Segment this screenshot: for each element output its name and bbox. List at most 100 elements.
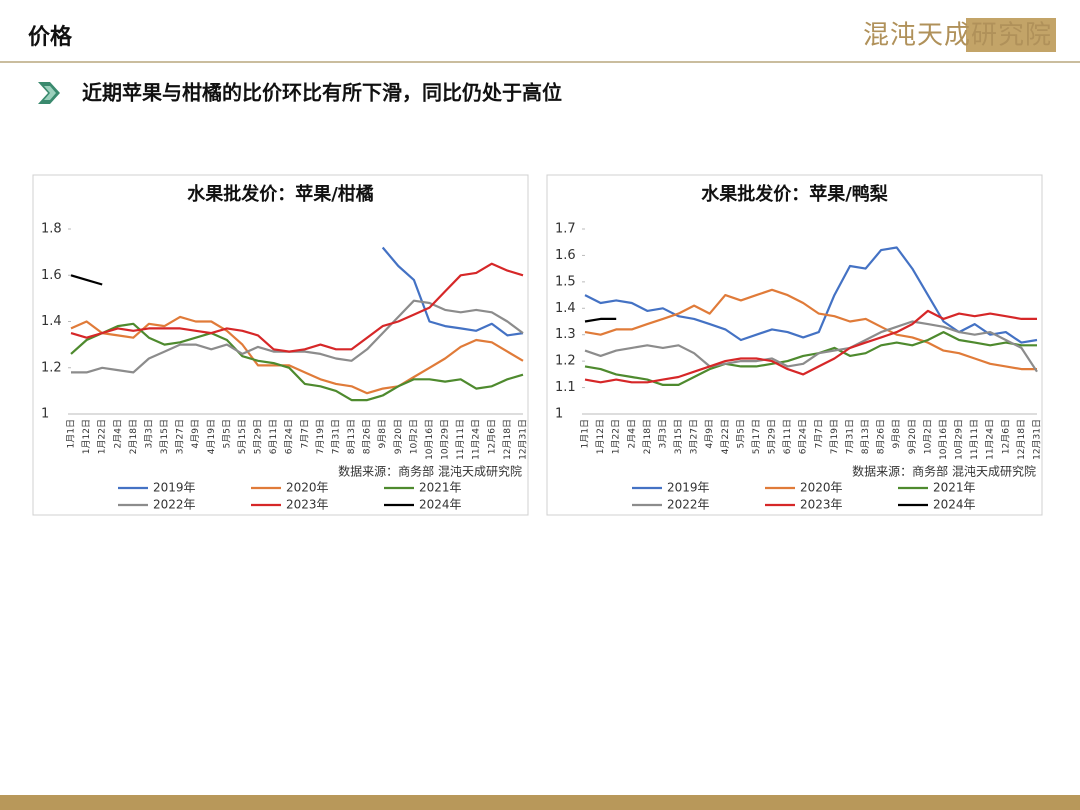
x-tick-label: 2月18日 xyxy=(128,419,139,454)
x-tick-label: 3月3日 xyxy=(657,419,668,448)
x-tick-label: 11月24日 xyxy=(985,419,996,460)
y-tick-label: 1.2 xyxy=(41,360,62,375)
x-tick-label: 12月6日 xyxy=(1000,419,1011,454)
x-tick-label: 4月22日 xyxy=(720,419,731,454)
legend-label: 2022年 xyxy=(153,498,196,512)
logo: 混沌天成研究院 xyxy=(863,21,1052,51)
x-tick-label: 1月22日 xyxy=(97,419,108,454)
legend-label: 2020年 xyxy=(286,481,329,495)
x-tick-label: 1月12日 xyxy=(595,419,606,454)
y-tick-label: 1 xyxy=(41,407,49,422)
x-tick-label: 12月18日 xyxy=(502,419,513,460)
x-tick-label: 3月3日 xyxy=(143,419,154,448)
x-tick-label: 3月15日 xyxy=(159,419,170,454)
x-tick-label: 9月20日 xyxy=(393,419,404,454)
chart-frame xyxy=(546,174,1043,516)
x-tick-label: 4月9日 xyxy=(704,419,715,448)
legend-label: 2023年 xyxy=(800,498,843,512)
series-line xyxy=(584,331,1037,386)
legend-label: 2023年 xyxy=(286,498,329,512)
series-line xyxy=(381,246,524,337)
chart-title: 水果批发价：苹果/柑橘 xyxy=(187,183,374,205)
x-tick-label: 2月4日 xyxy=(112,419,123,448)
source-note: 数据来源：商务部 混沌天成研究院 xyxy=(852,464,1036,479)
series-line xyxy=(70,262,524,353)
x-tick-label: 5月5日 xyxy=(735,419,746,448)
x-tick-label: 4月19日 xyxy=(206,419,217,454)
x-tick-label: 5月5日 xyxy=(221,419,232,448)
x-tick-label: 12月31日 xyxy=(1032,419,1043,460)
y-tick-label: 1.8 xyxy=(41,222,62,237)
y-tick-label: 1.4 xyxy=(41,314,62,329)
legend-label: 2021年 xyxy=(933,481,976,495)
series-line xyxy=(584,309,1037,384)
legend-label: 2021年 xyxy=(419,481,462,495)
x-tick-label: 7月7日 xyxy=(299,419,310,448)
x-tick-label: 8月13日 xyxy=(860,419,871,454)
x-tick-label: 7月19日 xyxy=(829,419,840,454)
series-line xyxy=(70,274,103,286)
legend-label: 2024年 xyxy=(419,498,462,512)
x-tick-label: 10月2日 xyxy=(922,419,933,454)
footer-bar xyxy=(0,795,1080,810)
header-title: 价格 xyxy=(28,24,73,50)
x-tick-label: 1月1日 xyxy=(580,419,591,448)
x-tick-label: 7月19日 xyxy=(315,419,326,454)
x-tick-label: 12月18日 xyxy=(1016,419,1027,460)
x-tick-label: 5月29日 xyxy=(767,419,778,454)
x-tick-label: 8月26日 xyxy=(362,419,373,454)
chart: 水果批发价：苹果/柑橘 1 1.2 1.4 1.6 1.8 1月1日 1月12日 1月22日 2月… xyxy=(32,174,529,516)
legend-label: 2019年 xyxy=(153,481,196,495)
x-tick-label: 7月7日 xyxy=(813,419,824,448)
series-line xyxy=(584,288,1037,371)
source-note: 数据来源：商务部 混沌天成研究院 xyxy=(338,464,522,479)
x-tick-label: 6月24日 xyxy=(798,419,809,454)
x-tick-label: 5月17日 xyxy=(751,419,762,454)
x-tick-label: 10月29日 xyxy=(954,419,965,460)
series-line xyxy=(71,299,524,374)
y-tick-label: 1.4 xyxy=(555,301,576,316)
series-line xyxy=(70,315,524,395)
y-tick-label: 1.6 xyxy=(555,248,576,263)
x-tick-label: 5月15日 xyxy=(237,419,248,454)
x-tick-label: 1月12日 xyxy=(81,419,92,454)
x-tick-label: 6月11日 xyxy=(782,419,793,454)
x-tick-label: 12月31日 xyxy=(518,419,529,460)
x-tick-label: 8月13日 xyxy=(346,419,357,454)
series-line xyxy=(70,322,524,402)
x-tick-label: 5月29日 xyxy=(253,419,264,454)
x-tick-label: 10月16日 xyxy=(424,419,435,460)
y-tick-label: 1.5 xyxy=(555,274,576,289)
x-tick-label: 7月31日 xyxy=(844,419,855,454)
legend-label: 2022年 xyxy=(667,498,710,512)
logo-box xyxy=(966,18,1056,52)
series-line xyxy=(584,246,1038,344)
x-tick-label: 9月8日 xyxy=(377,419,388,448)
chart-frame xyxy=(32,174,529,516)
x-tick-label: 11月24日 xyxy=(471,419,482,460)
x-tick-label: 10月2日 xyxy=(408,419,419,454)
legend-label: 2019年 xyxy=(667,481,710,495)
x-tick-label: 3月15日 xyxy=(673,419,684,454)
x-tick-label: 3月27日 xyxy=(689,419,700,454)
x-tick-label: 11月11日 xyxy=(455,419,466,460)
bullet-arrow-inner xyxy=(44,86,56,100)
x-tick-label: 2月4日 xyxy=(626,419,637,448)
y-tick-label: 1.7 xyxy=(555,222,576,237)
x-tick-label: 6月24日 xyxy=(284,419,295,454)
legend-label: 2020年 xyxy=(800,481,843,495)
chart-title: 水果批发价：苹果/鸭梨 xyxy=(701,183,888,205)
x-tick-label: 7月31日 xyxy=(330,419,341,454)
x-tick-label: 10月16日 xyxy=(938,419,949,460)
x-tick-label: 3月27日 xyxy=(175,419,186,454)
x-tick-label: 11月11日 xyxy=(969,419,980,460)
y-tick-label: 1.2 xyxy=(555,354,576,369)
bullet-arrow xyxy=(38,82,60,104)
x-tick-label: 9月20日 xyxy=(907,419,918,454)
x-tick-label: 1月22日 xyxy=(611,419,622,454)
chart: 水果批发价：苹果/鸭梨 1 1.1 1.2 1.3 1.4 1.5 1.6 1.7 1月1日 1月1… xyxy=(546,174,1043,516)
y-tick-label: 1 xyxy=(555,407,563,422)
x-tick-label: 8月26日 xyxy=(876,419,887,454)
series-line xyxy=(584,317,617,323)
